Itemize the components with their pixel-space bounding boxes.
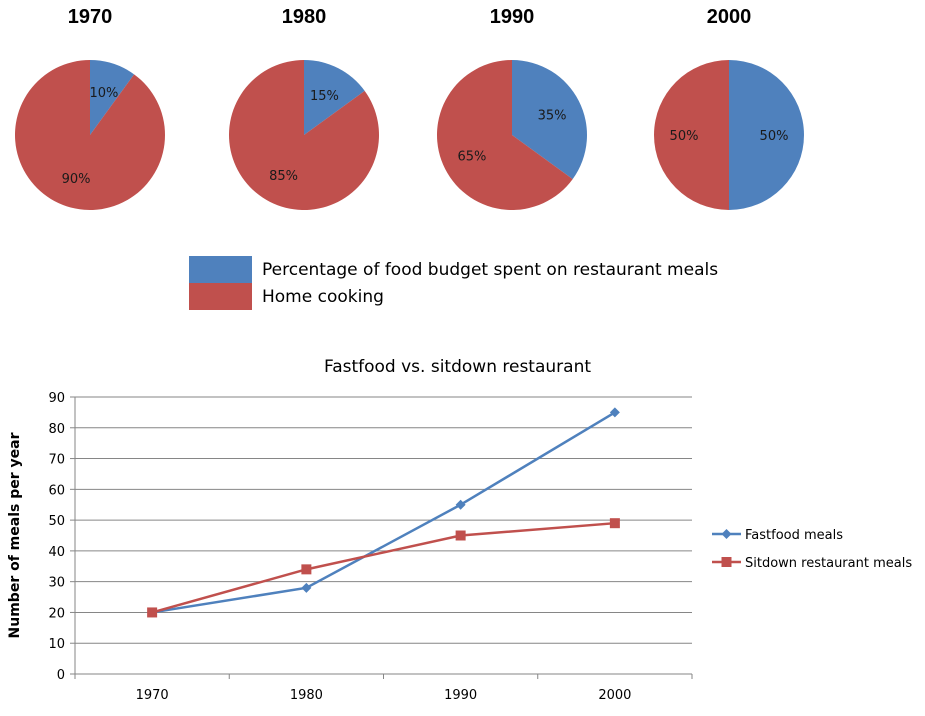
y-tick-label-60: 60: [48, 483, 65, 498]
point-sitdown-2000: [609, 518, 620, 529]
series-line-fastfood: [151, 411, 616, 614]
point-fastfood-1980: [301, 582, 312, 593]
pie-slice-restaurant-2000: [729, 60, 804, 210]
point-fastfood-2000: [609, 407, 620, 418]
legend-marker-fastfood: [721, 529, 732, 539]
pie-slice-home-1980: [229, 60, 379, 211]
pie-slice-home-1990: [437, 60, 573, 210]
y-tick-label-50: 50: [48, 514, 65, 529]
y-tick-label-80: 80: [48, 422, 65, 437]
line-chart: Fastfood vs. sitdown restaurant 0 10 20 30 40…: [7, 357, 912, 703]
x-tick-label-1970: 1970: [136, 688, 169, 703]
legend-entry-home: Home cooking: [189, 283, 718, 310]
legend-label-restaurant: Percentage of food budget spent on resta…: [262, 259, 719, 280]
y-tick-label-70: 70: [48, 453, 65, 468]
point-fastfood-1990: [455, 499, 466, 510]
pie-charts: 1970 10% 90% 1980 15% 85% 1990 35% 65% 2000 50% 50%: [15, 6, 804, 211]
pie-label-home-2000: 50%: [670, 129, 699, 144]
pie-year-1970: 1970: [68, 6, 113, 28]
pie-legend: Percentage of food budget spent on resta…: [189, 256, 718, 310]
pie-label-home-1990: 65%: [457, 149, 486, 164]
point-sitdown-1980: [301, 564, 312, 575]
x-tick-label-2000: 2000: [598, 688, 631, 703]
pie-slice-restaurant-1970: [90, 60, 135, 135]
point-sitdown-1990: [455, 530, 466, 541]
legend-swatch-restaurant: [189, 256, 252, 283]
pie-label-home-1980: 85%: [269, 169, 298, 184]
pie-label-restaurant-1980: 15%: [310, 89, 339, 104]
pie-year-1980: 1980: [282, 6, 327, 28]
point-sitdown-1970: [147, 607, 158, 618]
pie-year-1990: 1990: [490, 6, 535, 28]
y-tick-label-40: 40: [48, 545, 65, 560]
y-axis-label: Number of meals per year: [7, 432, 23, 638]
pie-slice-restaurant-1980: [304, 60, 365, 135]
x-tick-label-1980: 1980: [290, 688, 323, 703]
legend-marker-sitdown: [721, 557, 732, 567]
pie-slice-home-2000: [654, 60, 729, 210]
y-tick-label-10: 10: [48, 637, 65, 652]
legend-label-fastfood: Fastfood meals: [745, 528, 843, 543]
x-tick-label-1990: 1990: [444, 688, 477, 703]
pie-label-restaurant-2000: 50%: [760, 129, 789, 144]
pie-slice-restaurant-1990: [512, 60, 587, 180]
y-tick-label-90: 90: [48, 391, 65, 406]
pie-label-home-1970: 90%: [62, 172, 91, 187]
pie-label-restaurant-1990: 35%: [538, 109, 567, 124]
legend-entry-restaurant: Percentage of food budget spent on resta…: [189, 256, 718, 283]
line-chart-title: Fastfood vs. sitdown restaurant: [324, 357, 591, 377]
y-tick-label-0: 0: [57, 668, 65, 683]
y-tick-label-30: 30: [48, 576, 65, 591]
pie-slice-home-1970: [15, 60, 166, 210]
series-line-sitdown: [151, 521, 615, 614]
legend-label-home: Home cooking: [262, 286, 384, 307]
y-tick-label-20: 20: [48, 606, 65, 621]
legend-label-sitdown: Sitdown restaurant meals: [745, 556, 912, 571]
legend-swatch-home: [189, 283, 252, 310]
pie-year-2000: 2000: [707, 6, 752, 28]
pie-label-restaurant-1970: 10%: [89, 86, 118, 101]
